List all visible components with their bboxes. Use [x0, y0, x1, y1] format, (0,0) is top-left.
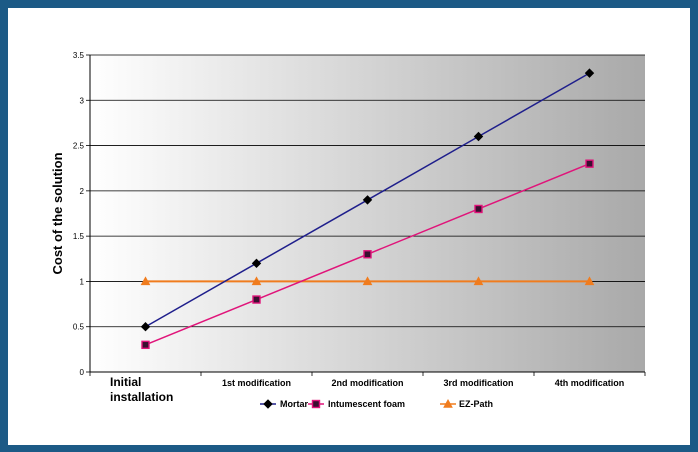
legend-label: Mortar [280, 399, 308, 409]
legend: Mortar Intumescent foam EZ-Path [260, 398, 493, 409]
y-tick-labels: 0 0.5 1 1.5 2 2.5 3 3.5 [73, 51, 85, 377]
data-point [362, 195, 373, 205]
y-tick-label: 1.5 [73, 232, 85, 241]
legend-marker [263, 399, 273, 409]
data-point [251, 276, 262, 286]
data-point [251, 258, 262, 269]
data-point [584, 68, 595, 78]
x-tick-labels: Initial installation 1st modification 2nd m… [110, 375, 624, 404]
data-point [252, 295, 261, 304]
y-tick-label: 0.5 [73, 323, 85, 332]
x-tick-label: 3rd modification [443, 378, 513, 388]
y-tick-label: 2 [80, 187, 85, 196]
x-tick-label: Initial installation [110, 375, 173, 404]
legend-marker [311, 399, 321, 409]
series-intumescent-foam [141, 159, 594, 350]
legend-label: EZ-Path [459, 399, 493, 409]
data-point [363, 250, 372, 259]
series-ez-path [140, 276, 595, 286]
plot-area [90, 55, 645, 372]
y-tick-label: 3.5 [73, 51, 85, 60]
y-tick-label: 1 [80, 277, 85, 286]
legend-item: Intumescent foam [308, 399, 405, 409]
legend-marker [443, 398, 453, 408]
data-point [141, 340, 150, 350]
series-lines [140, 68, 595, 350]
x-tick-label: 1st modification [222, 378, 291, 388]
series-mortar [140, 68, 595, 332]
y-tick-label: 3 [80, 96, 85, 105]
x-tick-label: 2nd modification [332, 378, 404, 388]
legend-item: Mortar [260, 399, 308, 409]
data-point [473, 131, 484, 142]
legend-item: EZ-Path [440, 398, 493, 409]
x-tick-label: 4th modification [555, 378, 625, 388]
data-point [585, 159, 594, 168]
data-point [474, 204, 483, 214]
data-point [140, 322, 151, 332]
data-point [140, 276, 151, 286]
data-point [473, 276, 484, 286]
data-point [362, 276, 373, 286]
legend-label: Intumescent foam [328, 399, 405, 409]
y-tick-label: 2.5 [73, 142, 85, 151]
y-tick-label: 0 [80, 368, 85, 377]
data-point [584, 276, 595, 286]
y-axis-label: Cost of the solution [50, 152, 65, 274]
axes [89, 55, 646, 376]
